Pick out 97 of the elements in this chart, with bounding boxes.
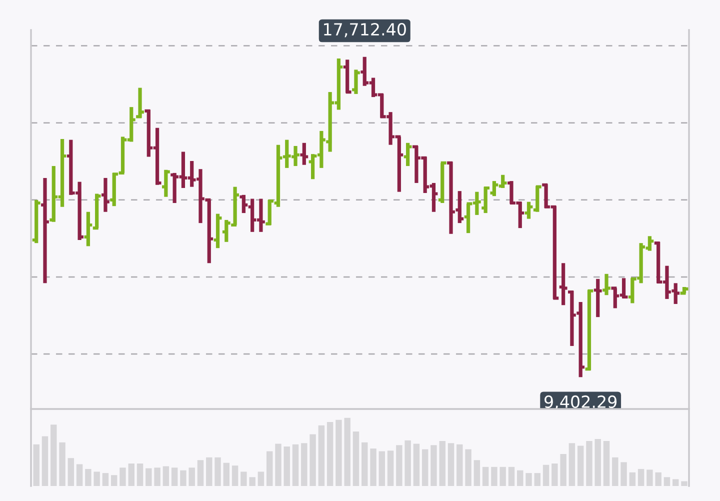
bar xyxy=(171,468,178,486)
bar xyxy=(249,477,256,486)
candlestick xyxy=(524,202,533,219)
annotation: 17,712.40 xyxy=(324,22,406,38)
bar xyxy=(110,475,118,486)
bar xyxy=(456,444,463,486)
bar xyxy=(404,440,411,486)
bar xyxy=(542,464,550,486)
candlestick xyxy=(594,278,602,318)
bar xyxy=(154,468,160,486)
bar xyxy=(266,451,273,486)
bar xyxy=(534,473,541,486)
bar xyxy=(258,472,264,486)
candlestick xyxy=(585,289,594,371)
bar xyxy=(146,468,152,486)
candlestick xyxy=(162,170,170,197)
bar xyxy=(284,446,290,486)
candlestick xyxy=(352,70,360,94)
bar xyxy=(326,422,334,486)
bar xyxy=(552,464,558,486)
bar xyxy=(413,444,420,486)
bar xyxy=(577,446,584,486)
bar xyxy=(620,462,627,486)
annotation: 9,402.29 xyxy=(544,395,617,410)
bar xyxy=(197,460,204,486)
bar xyxy=(387,450,394,486)
bar xyxy=(500,466,506,486)
bar xyxy=(465,449,472,486)
bar xyxy=(232,466,238,486)
bar xyxy=(474,460,480,486)
bar xyxy=(318,425,325,486)
bar xyxy=(629,472,636,486)
bar xyxy=(568,443,576,486)
bar xyxy=(594,438,601,486)
bar xyxy=(206,457,212,486)
bar xyxy=(655,472,662,486)
bar xyxy=(214,457,221,486)
candlestick xyxy=(343,60,352,94)
bar xyxy=(612,457,618,486)
bar xyxy=(508,466,515,486)
bar xyxy=(310,434,316,486)
bar xyxy=(491,466,498,486)
bar xyxy=(352,431,360,486)
bar xyxy=(128,464,134,486)
bar xyxy=(42,436,48,486)
bar xyxy=(448,443,454,486)
candlestick xyxy=(559,263,568,306)
candlestick xyxy=(102,178,110,212)
bar xyxy=(344,418,350,486)
candlestick xyxy=(84,212,92,246)
bar xyxy=(439,441,446,486)
bar xyxy=(102,473,109,486)
bar xyxy=(362,442,368,486)
bar xyxy=(638,468,644,486)
bar xyxy=(560,454,566,486)
bar xyxy=(586,441,592,486)
candlestick xyxy=(404,142,412,166)
bar xyxy=(120,468,126,486)
bar xyxy=(681,481,688,486)
bar xyxy=(275,444,282,486)
candlestick xyxy=(438,161,446,204)
bar xyxy=(664,477,670,486)
candlestick xyxy=(602,274,610,296)
bar xyxy=(482,466,489,486)
bar xyxy=(33,444,40,486)
candlestick xyxy=(482,186,490,214)
bar xyxy=(301,443,308,486)
bar xyxy=(180,470,186,486)
candlestick xyxy=(32,200,40,244)
bar xyxy=(94,472,100,486)
candlestick xyxy=(300,142,308,165)
bar xyxy=(336,420,342,486)
bar xyxy=(68,458,74,486)
candlestick xyxy=(533,185,542,212)
bar xyxy=(517,470,524,486)
bar xyxy=(292,444,299,486)
bar xyxy=(378,451,386,486)
candlestick xyxy=(214,214,222,248)
bar xyxy=(223,462,230,486)
bar xyxy=(188,468,195,486)
bar xyxy=(422,449,428,486)
bar xyxy=(76,464,83,486)
bar xyxy=(526,473,532,486)
candlestick xyxy=(136,88,144,118)
bar xyxy=(430,445,437,486)
bar xyxy=(603,441,610,486)
bar xyxy=(50,424,57,486)
bar xyxy=(136,464,144,486)
bar xyxy=(396,445,402,486)
bar xyxy=(59,442,66,486)
bar xyxy=(672,479,679,486)
bar xyxy=(240,472,247,486)
bar xyxy=(646,470,653,486)
candlestick xyxy=(41,178,49,284)
bar xyxy=(85,468,92,486)
bar xyxy=(370,448,376,486)
bar xyxy=(162,466,170,486)
